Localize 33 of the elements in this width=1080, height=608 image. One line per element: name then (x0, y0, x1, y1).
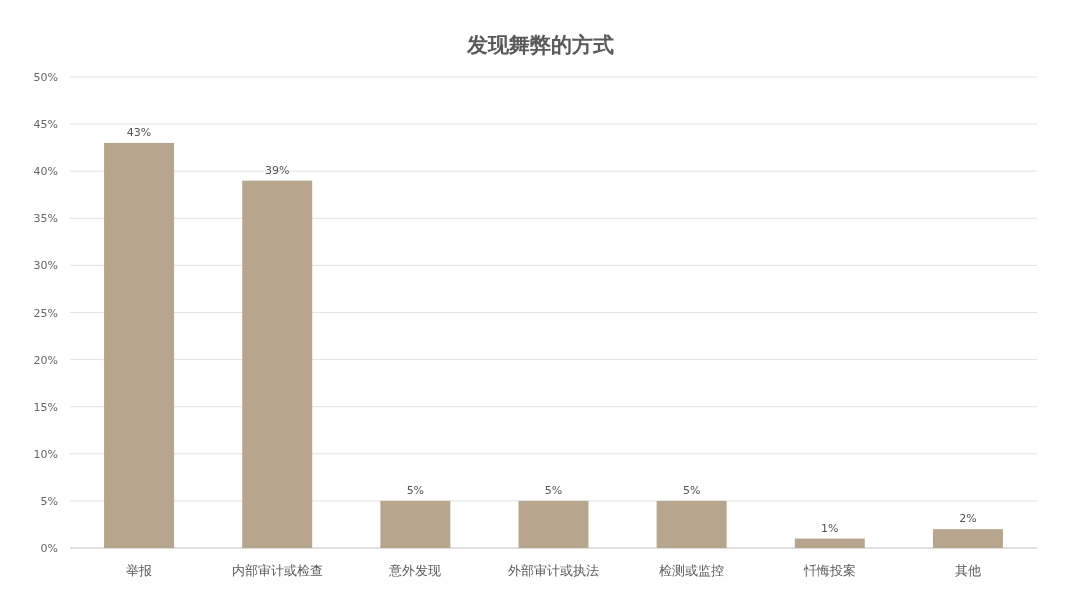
x-tick-label: 外部审计或执法 (508, 563, 599, 578)
x-tick-label: 内部审计或检查 (231, 563, 323, 578)
bar (518, 500, 589, 548)
y-tick-label: 50% (33, 71, 58, 84)
x-tick-label: 检测或监控 (659, 563, 725, 578)
y-tick-label: 15% (33, 400, 58, 414)
bar (380, 500, 451, 548)
bar (656, 500, 727, 548)
bar (932, 529, 1003, 548)
data-label: 5% (406, 483, 425, 497)
data-label: 5% (544, 483, 563, 497)
bar (104, 142, 175, 548)
chart-title: 发现舞弊的方式 (465, 33, 614, 57)
bar (242, 180, 313, 548)
y-tick-label: 45% (33, 118, 58, 132)
data-label: 1% (821, 521, 839, 535)
y-tick-label: 0% (40, 542, 58, 555)
y-tick-label: 10% (33, 447, 58, 461)
data-label: 43% (126, 125, 152, 139)
bar (794, 538, 865, 548)
y-tick-label: 25% (33, 306, 58, 320)
x-tick-label: 意外发现 (388, 563, 442, 578)
y-tick-label: 20% (33, 353, 58, 367)
y-tick-label: 40% (33, 165, 58, 179)
y-tick-label: 30% (33, 259, 58, 273)
x-tick-label: 其他 (954, 563, 981, 578)
y-tick-label: 5% (40, 494, 58, 508)
y-tick-label: 35% (33, 212, 58, 226)
x-tick-label: 忏悔投案 (802, 563, 856, 578)
data-label: 5% (682, 483, 701, 497)
data-label: 39% (264, 163, 290, 177)
data-label: 2% (959, 512, 977, 526)
x-tick-label: 举报 (126, 563, 153, 578)
